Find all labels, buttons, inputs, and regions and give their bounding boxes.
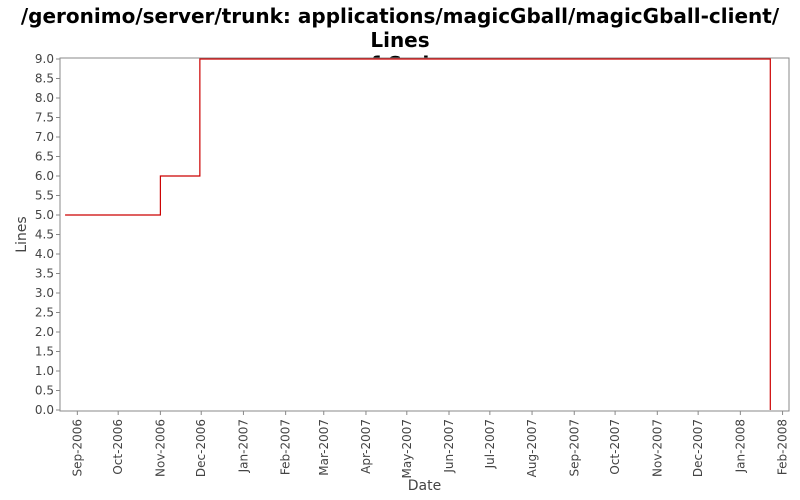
x-tick-label: Feb-2007 bbox=[279, 419, 293, 475]
y-tick-label: 7.0 bbox=[35, 130, 54, 144]
x-tick-label: Dec-2006 bbox=[194, 419, 208, 477]
x-tick-label: Jul-2007 bbox=[483, 419, 497, 469]
y-tick-label: 7.5 bbox=[35, 111, 54, 125]
y-tick-label: 3.5 bbox=[35, 267, 54, 281]
y-tick-label: 8.5 bbox=[35, 72, 54, 86]
x-tick-label: Jun-2007 bbox=[442, 419, 456, 474]
y-tick-label: 6.0 bbox=[35, 169, 54, 183]
y-tick-label: 5.0 bbox=[35, 208, 54, 222]
x-tick-label: Nov-2007 bbox=[650, 419, 664, 477]
y-tick-label: 4.5 bbox=[35, 228, 54, 242]
x-tick-label: May-2007 bbox=[400, 419, 414, 478]
series-line-0 bbox=[65, 58, 771, 410]
x-tick-label: Oct-2007 bbox=[608, 419, 622, 475]
x-tick-label: Sep-2006 bbox=[70, 419, 84, 477]
chart-title-line1: /geronimo/server/trunk: applications/mag… bbox=[20, 4, 780, 52]
x-tick-label: Dec-2007 bbox=[691, 419, 705, 477]
x-tick-label: Nov-2006 bbox=[153, 419, 167, 477]
x-axis-label: Date bbox=[408, 478, 441, 494]
y-tick-label: 0.5 bbox=[35, 384, 54, 398]
y-tick-label: 3.0 bbox=[35, 286, 54, 300]
y-axis-label: Lines bbox=[14, 216, 30, 252]
x-tick-label: Sep-2007 bbox=[567, 419, 581, 477]
x-tick-label: Aug-2007 bbox=[525, 419, 539, 477]
y-tick-label: 4.0 bbox=[35, 247, 54, 261]
plot-area bbox=[59, 57, 790, 412]
x-tick-label: Apr-2007 bbox=[359, 419, 373, 474]
x-tick-label: Jan-2007 bbox=[236, 419, 250, 473]
chart-title: /geronimo/server/trunk: applications/mag… bbox=[0, 4, 800, 76]
y-tick-label: 2.5 bbox=[35, 306, 54, 320]
y-tick-label: 9.0 bbox=[35, 52, 54, 66]
y-tick-label: 8.0 bbox=[35, 91, 54, 105]
x-tick-label: Jan-2008 bbox=[733, 419, 747, 473]
y-tick-label: 1.0 bbox=[35, 364, 54, 378]
y-tick-label: 6.5 bbox=[35, 150, 54, 164]
x-tick-label: Mar-2007 bbox=[317, 419, 331, 476]
y-tick-label: 2.0 bbox=[35, 325, 54, 339]
y-tick-label: 1.5 bbox=[35, 345, 54, 359]
x-tick-label: Feb-2008 bbox=[776, 419, 790, 475]
y-tick-label: 0.0 bbox=[35, 403, 54, 417]
y-tick-label: 5.5 bbox=[35, 189, 54, 203]
x-tick-label: Oct-2006 bbox=[111, 419, 125, 475]
